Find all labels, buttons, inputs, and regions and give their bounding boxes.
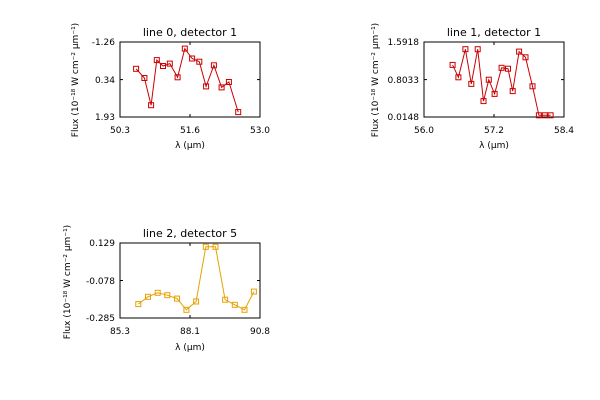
data-point-marker [189, 55, 196, 62]
data-point-marker [535, 112, 542, 119]
data-point-marker [133, 65, 140, 72]
data-point-marker [541, 112, 548, 119]
x-tick-label: 90.8 [250, 327, 270, 337]
data-point-marker [174, 74, 181, 81]
data-point-marker [148, 102, 155, 109]
data-point-marker [547, 112, 554, 119]
data-point-marker [135, 301, 142, 308]
tick-marks [119, 242, 261, 319]
panel-line0-detector1: line 0, detector 1 Flux (10⁻¹⁸ W cm⁻² μm… [71, 23, 270, 151]
data-point-marker [529, 83, 536, 90]
data-point-marker [222, 296, 229, 303]
data-point-marker [480, 98, 487, 105]
y-axis-label: Flux (10⁻¹⁸ W cm⁻² μm⁻¹) [371, 23, 381, 137]
data-point-marker [505, 65, 511, 72]
data-point-marker [154, 289, 161, 296]
data-point-marker [210, 62, 217, 69]
x-tick-label: 53.0 [250, 126, 270, 136]
chart-title: line 2, detector 5 [143, 227, 237, 240]
y-tick-label: -1.26 [92, 38, 116, 48]
x-tick-label: 88.1 [180, 327, 200, 337]
series-line [452, 49, 551, 116]
chart-title: line 0, detector 1 [143, 26, 237, 39]
y-tick-label: -0.078 [86, 277, 115, 287]
data-point-marker [183, 306, 190, 313]
series-line [135, 47, 239, 113]
y-tick-label: -0.285 [86, 314, 115, 324]
x-axis-label: λ (μm) [479, 141, 509, 151]
x-axis-label: λ (μm) [175, 141, 205, 151]
data-point-marker [474, 46, 481, 53]
data-series [133, 45, 242, 116]
data-point-marker [141, 75, 148, 81]
x-tick-label: 85.3 [110, 327, 130, 337]
data-point-marker [498, 64, 505, 71]
data-point-marker [250, 288, 257, 295]
x-tick-label: 50.3 [110, 126, 130, 136]
data-point-marker [212, 243, 219, 250]
y-axis-label: Flux (10⁻¹⁸ W cm⁻² μm⁻¹) [63, 225, 73, 339]
y-tick-label: 1.93 [95, 113, 115, 123]
data-point-marker [225, 79, 232, 85]
tick-marks [423, 41, 565, 118]
data-point-marker [462, 46, 469, 53]
data-point-marker [218, 84, 225, 91]
x-tick-label: 51.6 [180, 126, 200, 136]
data-point-marker [485, 76, 492, 83]
data-point-marker [193, 298, 200, 305]
data-point-marker [196, 58, 203, 65]
data-point-marker [455, 74, 462, 81]
x-axis-label: λ (μm) [175, 343, 205, 353]
data-point-marker [202, 243, 209, 250]
y-axis-label: Flux (10⁻¹⁸ W cm⁻² μm⁻¹) [71, 23, 81, 137]
data-point-marker [491, 90, 498, 97]
x-tick-label: 56.0 [414, 126, 434, 136]
plot-frame [423, 41, 565, 118]
data-point-marker [166, 60, 173, 67]
x-tick-label: 57.2 [484, 126, 504, 136]
data-point-marker [153, 57, 160, 64]
chart-title: line 1, detector 1 [447, 26, 541, 39]
data-point-marker [241, 306, 248, 313]
data-point-marker [145, 293, 151, 300]
data-point-marker [181, 45, 188, 52]
data-point-marker [235, 109, 242, 116]
data-point-marker [449, 61, 456, 68]
panel-line2-detector5: line 2, detector 5 Flux (10⁻¹⁸ W cm⁻² μm… [63, 225, 270, 353]
y-tick-label: 1.5918 [388, 38, 420, 48]
data-point-marker [516, 48, 523, 55]
series-line [137, 246, 255, 311]
y-tick-label: 0.129 [89, 239, 115, 249]
data-series [449, 46, 554, 119]
data-series [135, 243, 257, 313]
y-tick-label: 0.34 [95, 76, 115, 86]
data-point-marker [231, 301, 238, 308]
panel-line1-detector1: line 1, detector 1 Flux (10⁻¹⁸ W cm⁻² μm… [371, 23, 574, 151]
data-point-marker [160, 63, 166, 69]
data-point-marker [174, 295, 180, 302]
x-tick-label: 58.4 [554, 126, 574, 136]
data-point-marker [164, 292, 171, 299]
data-point-marker [468, 80, 475, 87]
data-point-marker [509, 88, 516, 95]
y-tick-label: 0.8033 [388, 76, 420, 86]
y-tick-label: 0.0148 [388, 113, 420, 123]
plot-frame [119, 41, 261, 118]
data-point-marker [522, 54, 529, 61]
tick-marks [119, 41, 261, 118]
data-point-marker [203, 83, 210, 90]
